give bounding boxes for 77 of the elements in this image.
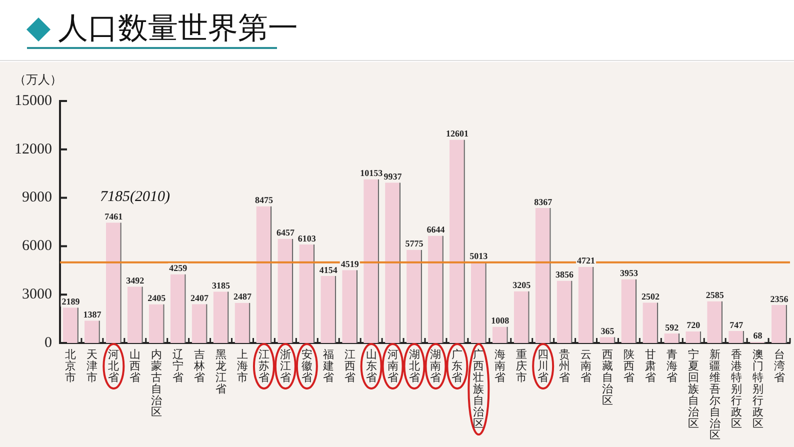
data-label: 7461 [104, 211, 124, 222]
x-tick-label: 安徽省 [301, 348, 312, 384]
y-tick-label: 3000 [22, 286, 52, 303]
data-label: 2356 [770, 294, 789, 304]
data-label: 3185 [212, 280, 231, 290]
data-label: 4519 [340, 258, 360, 269]
x-tick-label: 江苏省 [258, 348, 270, 384]
data-label: 2585 [706, 290, 724, 300]
x-tick-label: 青海省 [666, 348, 678, 384]
data-label: 1008 [491, 316, 510, 326]
x-tick-label: 广西壮族自治区 [472, 348, 484, 430]
data-label: 8367 [534, 196, 553, 207]
data-label: 2189 [62, 296, 80, 307]
data-label: 2407 [190, 292, 210, 303]
data-label: 3492 [126, 275, 145, 286]
data-label: 4259 [169, 263, 188, 274]
y-tick-label: 0 [44, 334, 52, 351]
annotation: 7185(2010) [100, 188, 170, 205]
x-tick-label: 辽宁省 [172, 348, 184, 384]
chart-title: 人口数量世界第一 [58, 11, 298, 47]
x-tick-label: 西藏自治区 [602, 348, 613, 407]
data-label: 6644 [426, 224, 446, 235]
data-label: 4154 [319, 264, 338, 275]
x-tick-label: 台湾省 [774, 348, 785, 384]
x-tick-label: 北京市 [65, 348, 76, 384]
data-label: 3205 [512, 280, 532, 290]
x-tick-label: 陕西省 [623, 348, 634, 384]
data-label: 9937 [384, 172, 402, 182]
data-label: 720 [686, 320, 701, 330]
x-tick-label: 湖北省 [408, 348, 420, 384]
x-tick-label: 四川省 [538, 348, 549, 384]
data-label: 2487 [234, 292, 252, 302]
data-label: 6457 [276, 228, 295, 238]
y-axis-title: （万人） [14, 72, 62, 86]
x-tick-label: 新疆维吾尔自治区 [709, 348, 720, 442]
x-tick-label: 宁夏回族自治区 [688, 348, 699, 430]
data-label: 3953 [620, 268, 638, 278]
data-label: 4721 [577, 256, 596, 266]
x-tick-label: 福建省 [322, 348, 334, 384]
x-tick-label: 黑龙江省 [216, 348, 227, 396]
x-tick-label: 天津市 [86, 348, 98, 384]
data-label: 5013 [470, 250, 488, 261]
data-label: 592 [665, 322, 680, 332]
data-label: 747 [730, 320, 744, 330]
x-tick-label: 山东省 [366, 348, 377, 384]
data-label: 10153 [360, 168, 384, 178]
y-tick-label: 12000 [14, 141, 52, 158]
x-tick-label: 重庆市 [516, 348, 528, 384]
x-tick-label: 云南省 [580, 348, 592, 384]
data-label: 1387 [83, 309, 102, 320]
data-label: 2405 [148, 293, 166, 304]
data-label: 12601 [446, 128, 469, 139]
x-tick-label: 河北省 [108, 348, 120, 384]
data-label: 8475 [254, 195, 274, 206]
data-label: 2502 [641, 291, 660, 302]
x-tick-label: 香港特别行政区 [730, 348, 742, 430]
data-label: 365 [600, 326, 615, 336]
data-label: 3856 [556, 270, 574, 280]
x-tick-label: 上海市 [237, 348, 248, 384]
y-tick-label: 9000 [22, 190, 52, 206]
x-tick-label: 广东省 [452, 348, 463, 384]
x-tick-label: 海南省 [494, 348, 506, 384]
x-tick-label: 吉林省 [193, 348, 206, 384]
x-tick-label: 山西省 [130, 348, 141, 384]
x-tick-label: 湖南省 [430, 348, 442, 384]
x-tick-label: 河南省 [387, 348, 398, 384]
x-tick-label: 甘肃省 [644, 348, 656, 384]
x-tick-label: 江西省 [344, 348, 356, 384]
x-tick-label: 澳门特别行政区 [752, 348, 764, 430]
y-tick-label: 15000 [14, 92, 52, 109]
x-tick-label: 内蒙古自治区 [151, 348, 162, 418]
y-tick-label: 6000 [22, 238, 52, 254]
x-tick-label: 贵州省 [559, 348, 570, 384]
data-label: 6103 [298, 233, 316, 244]
data-label: 68 [753, 330, 763, 341]
x-tick-label: 浙江省 [280, 348, 291, 384]
data-label: 5775 [405, 238, 424, 249]
